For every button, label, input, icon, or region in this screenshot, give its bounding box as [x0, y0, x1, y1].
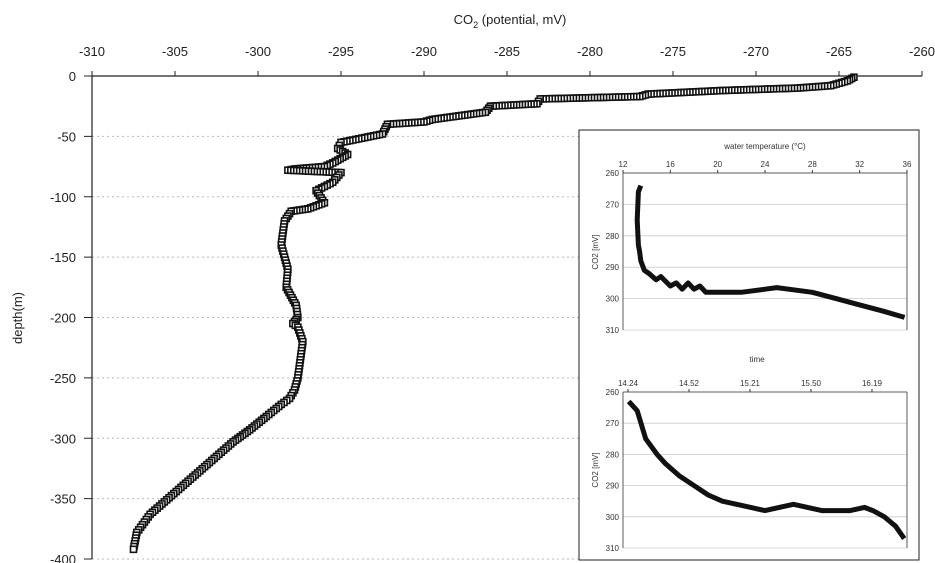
main-x-tick-label: -275 — [660, 44, 686, 59]
inset2-x-tick-label: 14.24 — [618, 379, 639, 388]
inset1-x-tick-labels: 12 16 20 24 28 32 36 — [619, 160, 912, 169]
inset2-y-tick-label: 270 — [606, 419, 620, 428]
inset1-y-tick-label: 310 — [606, 326, 620, 335]
inset2-y-tick-label: 260 — [606, 388, 620, 397]
main-data-point — [129, 545, 138, 554]
inset1-y-tick-label: 300 — [606, 295, 620, 304]
main-y-tick-label: -400 — [50, 552, 76, 563]
inset1-x-tick-label: 24 — [761, 160, 770, 169]
inset1-y-tick-labels: 260 270 280 290 300 310 — [606, 169, 620, 335]
inset2-y-axis-title: CO2 [mV] — [591, 452, 600, 487]
main-y-tick-label: -150 — [50, 250, 76, 265]
main-x-tick-label: -285 — [494, 44, 520, 59]
inset1-x-tick-label: 16 — [666, 160, 675, 169]
main-x-axis-title: CO2 (potential, mV) — [454, 12, 567, 30]
inset2-y-tick-label: 300 — [606, 513, 620, 522]
main-y-tick-label: -100 — [50, 190, 76, 205]
inset2-x-tick-labels: 14.24 14.52 15.21 15.50 16.19 — [618, 379, 883, 388]
main-data-points — [129, 73, 858, 554]
main-x-tick-label: -270 — [743, 44, 769, 59]
inset1-x-tick-label: 32 — [855, 160, 864, 169]
inset2-x-tick-label: 15.50 — [801, 379, 822, 388]
inset2-y-tick-label: 280 — [606, 450, 620, 459]
main-x-tick-label: -310 — [79, 44, 105, 59]
inset1-y-tick-label: 290 — [606, 263, 620, 272]
main-axes — [84, 71, 923, 560]
inset1-x-tick-label: 28 — [808, 160, 817, 169]
main-x-tick-label: -300 — [245, 44, 271, 59]
main-x-tick-label: -290 — [411, 44, 437, 59]
inset2-x-tick-label: 16.19 — [862, 379, 883, 388]
inset-panel — [578, 129, 920, 561]
inset1-x-tick-label: 36 — [903, 160, 912, 169]
inset1-x-tick-label: 20 — [713, 160, 722, 169]
inset1-y-tick-label: 280 — [606, 232, 620, 241]
main-x-tick-labels: -310 -305 -300 -295 -290 -285 -280 -275 -270 -265… — [79, 44, 935, 59]
inset2-x-tick-label: 15.21 — [740, 379, 761, 388]
main-y-tick-label: -250 — [50, 371, 76, 386]
inset2-y-tick-labels: 260 270 280 290 300 310 — [606, 388, 620, 553]
inset2-y-tick-label: 310 — [606, 544, 620, 553]
inset1-axes — [622, 170, 908, 330]
inset1-series-line — [634, 184, 906, 320]
main-y-axis-title: depth(m) — [10, 292, 25, 344]
main-y-tick-label: -300 — [50, 431, 76, 446]
main-y-tick-label: -50 — [57, 129, 76, 144]
inset1-x-tick-label: 12 — [619, 160, 628, 169]
main-y-tick-label: 0 — [69, 69, 76, 84]
main-x-axis-title-subscript: 2 — [473, 20, 478, 30]
inset1-y-tick-label: 270 — [606, 200, 620, 209]
inset2-x-axis-title: time — [749, 355, 765, 364]
main-y-tick-label: -200 — [50, 311, 76, 326]
inset1-y-axis-title: CO2 [mV] — [591, 234, 600, 269]
inset2-x-tick-label: 14.52 — [679, 379, 700, 388]
main-x-tick-label: -260 — [909, 44, 935, 59]
inset1-x-axis-title: water temperature (°C) — [723, 142, 806, 151]
inset2-series-line — [626, 399, 907, 541]
inset2-axes — [622, 389, 908, 548]
main-x-tick-label: -305 — [162, 44, 188, 59]
main-x-tick-label: -280 — [577, 44, 603, 59]
main-x-tick-label: -265 — [826, 44, 852, 59]
main-x-tick-label: -295 — [328, 44, 354, 59]
inset1-y-tick-label: 260 — [606, 169, 620, 178]
inset2-y-tick-label: 290 — [606, 482, 620, 491]
main-y-tick-label: -350 — [50, 492, 76, 507]
main-y-tick-labels: 0 -50 -100 -150 -200 -250 -300 -350 -400 — [50, 69, 76, 563]
